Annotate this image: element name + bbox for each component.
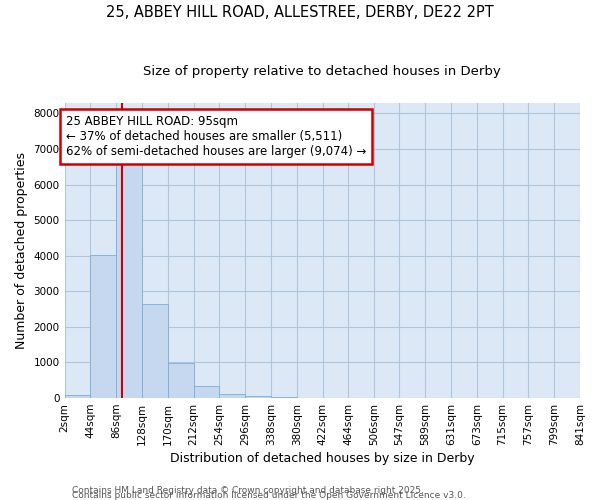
Bar — [116, 164, 142, 398]
Y-axis label: Number of detached properties: Number of detached properties — [15, 152, 28, 349]
Text: Contains HM Land Registry data © Crown copyright and database right 2025.: Contains HM Land Registry data © Crown c… — [72, 486, 424, 495]
Bar — [245, 396, 271, 398]
Bar — [65, 395, 91, 398]
Bar — [91, 255, 116, 398]
Bar — [194, 386, 220, 398]
Bar — [142, 304, 168, 398]
Bar — [271, 397, 297, 398]
Bar — [220, 394, 245, 398]
X-axis label: Distribution of detached houses by size in Derby: Distribution of detached houses by size … — [170, 452, 475, 465]
Text: 25 ABBEY HILL ROAD: 95sqm
← 37% of detached houses are smaller (5,511)
62% of se: 25 ABBEY HILL ROAD: 95sqm ← 37% of detac… — [66, 115, 366, 158]
Text: Contains public sector information licensed under the Open Government Licence v3: Contains public sector information licen… — [72, 490, 466, 500]
Text: 25, ABBEY HILL ROAD, ALLESTREE, DERBY, DE22 2PT: 25, ABBEY HILL ROAD, ALLESTREE, DERBY, D… — [106, 5, 494, 20]
Title: Size of property relative to detached houses in Derby: Size of property relative to detached ho… — [143, 65, 501, 78]
Bar — [168, 363, 194, 398]
